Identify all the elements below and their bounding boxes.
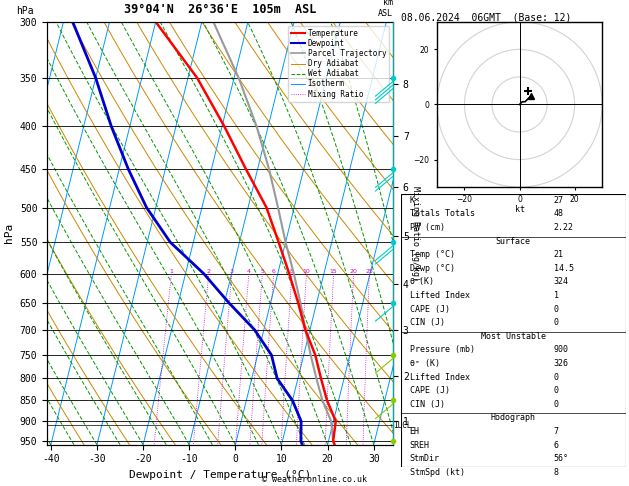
Text: Totals Totals: Totals Totals	[409, 209, 475, 218]
Text: 27: 27	[554, 196, 564, 205]
Text: 324: 324	[554, 278, 569, 286]
Text: 7: 7	[554, 427, 559, 436]
Text: Surface: Surface	[496, 237, 531, 245]
Text: 48: 48	[554, 209, 564, 218]
Text: 08.06.2024  06GMT  (Base: 12): 08.06.2024 06GMT (Base: 12)	[401, 12, 571, 22]
Text: 15: 15	[330, 269, 338, 274]
Text: 1: 1	[554, 291, 559, 300]
Text: 8: 8	[554, 468, 559, 477]
Text: 0: 0	[554, 400, 559, 409]
X-axis label: kt: kt	[515, 205, 525, 214]
Text: K: K	[409, 196, 415, 205]
Text: 6: 6	[554, 441, 559, 450]
Text: 4: 4	[247, 269, 251, 274]
Text: © weatheronline.co.uk: © weatheronline.co.uk	[262, 474, 367, 484]
Text: 326: 326	[554, 359, 569, 368]
Text: 10: 10	[303, 269, 310, 274]
Text: 3: 3	[230, 269, 234, 274]
Text: EH: EH	[409, 427, 420, 436]
Text: 8: 8	[290, 269, 294, 274]
Text: 39°04'N  26°36'E  105m  ASL: 39°04'N 26°36'E 105m ASL	[124, 2, 316, 16]
Text: Temp (°C): Temp (°C)	[409, 250, 455, 259]
Text: 0: 0	[554, 386, 559, 395]
Text: θᵉ(K): θᵉ(K)	[409, 278, 435, 286]
Text: 0: 0	[554, 373, 559, 382]
Text: 5: 5	[260, 269, 264, 274]
Text: Dewp (°C): Dewp (°C)	[409, 264, 455, 273]
Text: 2: 2	[207, 269, 211, 274]
Text: 2.22: 2.22	[554, 223, 574, 232]
Text: Pressure (mb): Pressure (mb)	[409, 346, 475, 354]
Text: PW (cm): PW (cm)	[409, 223, 445, 232]
Text: 1: 1	[169, 269, 174, 274]
Text: CAPE (J): CAPE (J)	[409, 386, 450, 395]
Text: 6: 6	[272, 269, 276, 274]
Text: 1LCL: 1LCL	[393, 421, 411, 430]
Text: Most Unstable: Most Unstable	[481, 332, 546, 341]
Text: SREH: SREH	[409, 441, 430, 450]
Y-axis label: Mixing Ratio (g/kg): Mixing Ratio (g/kg)	[411, 186, 420, 281]
Text: 21: 21	[554, 250, 564, 259]
Text: 0: 0	[554, 318, 559, 327]
Text: CAPE (J): CAPE (J)	[409, 305, 450, 313]
Text: 56°: 56°	[554, 454, 569, 463]
Text: 20: 20	[350, 269, 357, 274]
Text: 0: 0	[554, 305, 559, 313]
Text: θᵉ (K): θᵉ (K)	[409, 359, 440, 368]
Text: CIN (J): CIN (J)	[409, 400, 445, 409]
X-axis label: Dewpoint / Temperature (°C): Dewpoint / Temperature (°C)	[129, 470, 311, 480]
Text: 14.5: 14.5	[554, 264, 574, 273]
Text: 25: 25	[365, 269, 374, 274]
Text: 900: 900	[554, 346, 569, 354]
Text: CIN (J): CIN (J)	[409, 318, 445, 327]
Text: Lifted Index: Lifted Index	[409, 291, 470, 300]
Text: StmSpd (kt): StmSpd (kt)	[409, 468, 465, 477]
Legend: Temperature, Dewpoint, Parcel Trajectory, Dry Adiabat, Wet Adiabat, Isotherm, Mi: Temperature, Dewpoint, Parcel Trajectory…	[287, 26, 389, 102]
Text: km
ASL: km ASL	[378, 0, 393, 17]
Y-axis label: hPa: hPa	[4, 223, 14, 243]
Text: StmDir: StmDir	[409, 454, 440, 463]
Text: hPa: hPa	[16, 5, 34, 16]
Text: Lifted Index: Lifted Index	[409, 373, 470, 382]
Text: Hodograph: Hodograph	[491, 414, 536, 422]
